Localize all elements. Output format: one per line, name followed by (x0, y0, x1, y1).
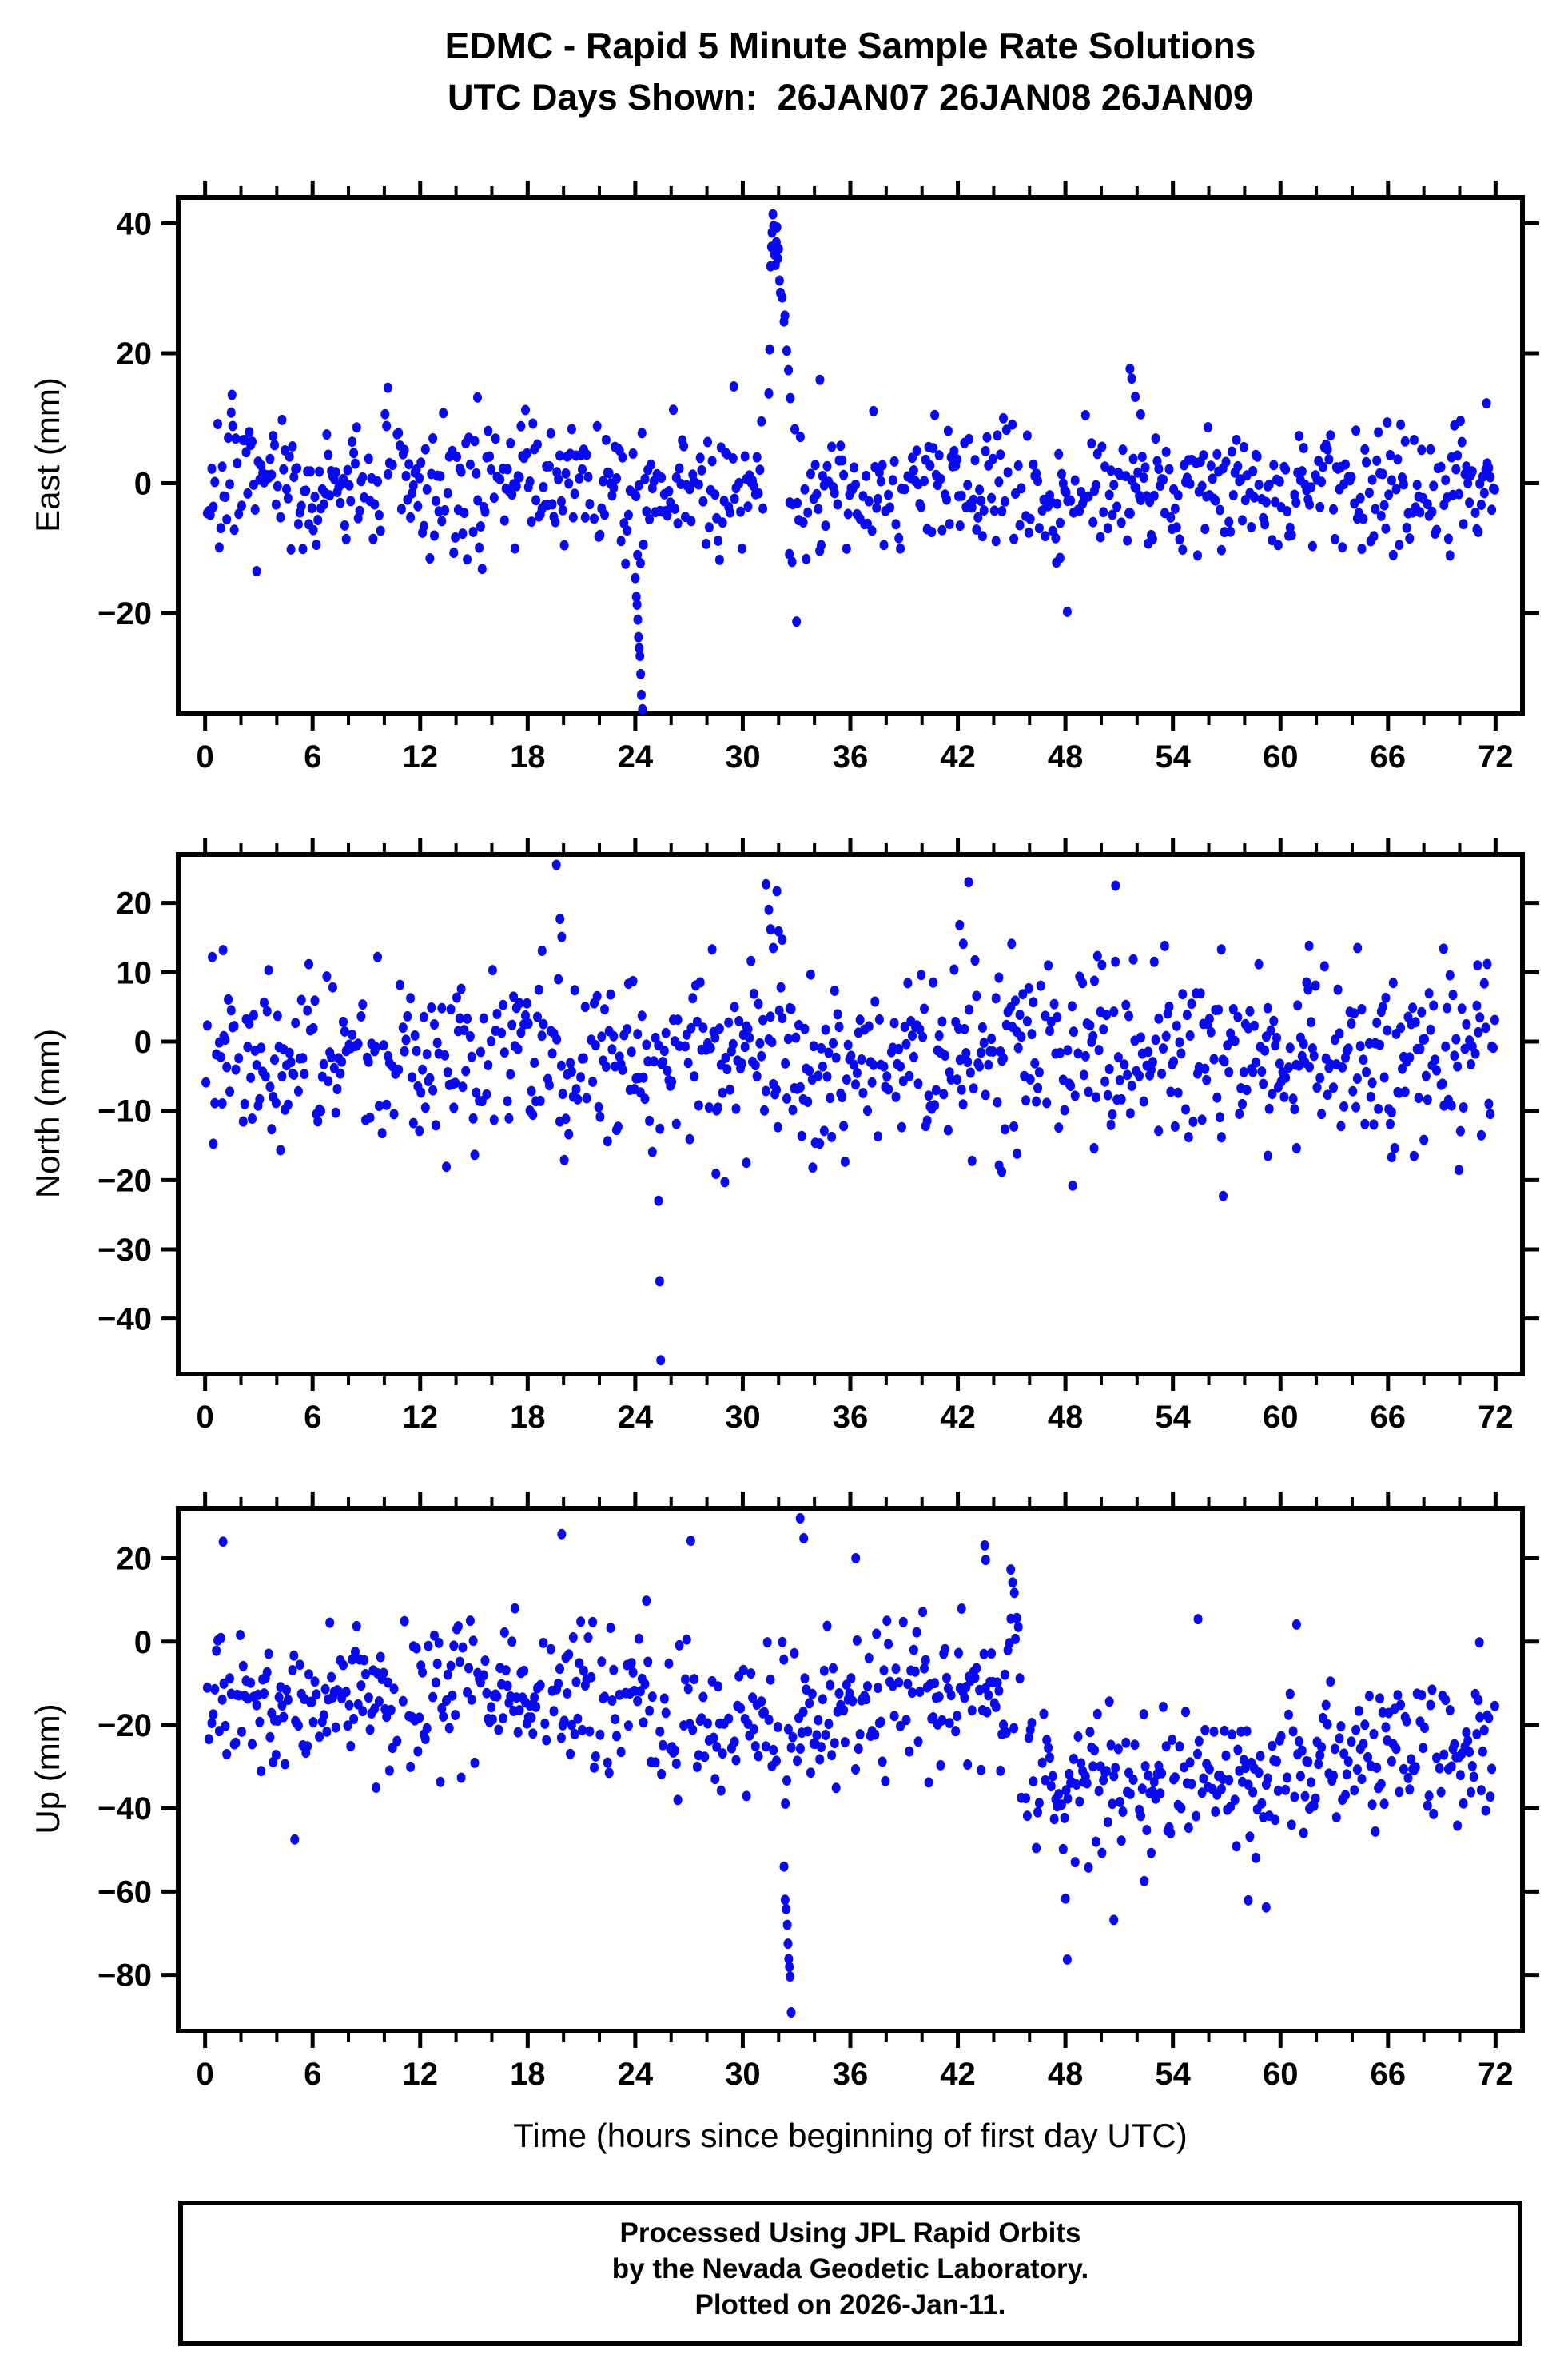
caption-line-2: by the Nevada Geodetic Laboratory. (611, 2253, 1089, 2284)
page-subtitle: UTC Days Shown: 26JAN07 26JAN08 26JAN09 (448, 77, 1253, 118)
up-axis-label: Up (mm) (29, 1703, 66, 1834)
east-x-tick-label: 30 (725, 739, 761, 775)
x-axis-label: Time (hours since beginning of first day… (513, 2117, 1188, 2154)
east-y-tick-label: −20 (98, 596, 152, 631)
east-x-tick-label: 18 (510, 739, 546, 775)
north-x-tick-label: 30 (725, 1400, 761, 1435)
up-y-tick-label: −40 (98, 1791, 152, 1826)
east-data-points (202, 209, 1499, 715)
east-panel: 0 6 12 18 24 30 36 42 48 54 60 66 72 −20 0 20 40 (98, 181, 1539, 775)
east-x-tick-label: 12 (403, 739, 439, 775)
up-y-tick-label: 0 (134, 1625, 152, 1660)
east-x-tick-label: 36 (833, 739, 869, 775)
north-x-tick-label: 60 (1263, 1400, 1299, 1435)
up-y-ticks: −80 −60 −40 −20 0 20 (98, 1542, 1539, 1994)
north-x-tick-label: 42 (940, 1400, 976, 1435)
up-y-tick-label: −60 (98, 1874, 152, 1910)
north-y-ticks: −40 −30 −20 −10 0 10 20 (98, 886, 1539, 1337)
up-x-tick-label: 54 (1155, 2057, 1191, 2092)
north-y-tick-label: −40 (98, 1302, 152, 1337)
north-x-tick-label: 54 (1155, 1400, 1191, 1435)
north-panel: 0 6 12 18 24 30 36 42 48 54 60 66 72 −40 −30 −20 −10 0 10 2… (98, 838, 1539, 1435)
caption-box: Processed Using JPL Rapid Orbits by the … (178, 2201, 1522, 2346)
east-x-tick-label: 6 (304, 739, 321, 775)
east-y-tick-label: 40 (117, 207, 153, 242)
caption-line-1: Processed Using JPL Rapid Orbits (619, 2217, 1081, 2249)
east-x-tick-label: 72 (1478, 739, 1514, 775)
east-x-tick-label: 54 (1155, 739, 1191, 775)
north-y-tick-label: 20 (117, 886, 153, 922)
east-y-ticks: −20 0 20 40 (98, 207, 1539, 631)
up-x-ticks: 0 6 12 18 24 30 36 42 48 54 60 66 72 (197, 1492, 1514, 2092)
up-x-tick-label: 18 (510, 2057, 546, 2092)
east-x-tick-label: 66 (1371, 739, 1407, 775)
up-x-tick-label: 48 (1048, 2057, 1084, 2092)
east-x-ticks: 0 6 12 18 24 30 36 42 48 54 60 66 72 (197, 181, 1514, 775)
north-y-tick-label: −30 (98, 1233, 152, 1268)
up-x-tick-label: 66 (1371, 2057, 1407, 2092)
east-axis-label: East (mm) (29, 377, 66, 532)
north-data-points (201, 859, 1499, 1366)
north-x-tick-label: 24 (618, 1400, 654, 1435)
up-x-tick-label: 0 (197, 2057, 214, 2092)
east-x-tick-label: 60 (1263, 739, 1299, 775)
east-x-tick-label: 48 (1048, 739, 1084, 775)
up-x-tick-label: 42 (940, 2057, 976, 2092)
north-x-tick-label: 66 (1371, 1400, 1407, 1435)
caption-line-3: Plotted on 2026-Jan-11. (694, 2289, 1006, 2320)
north-x-tick-label: 6 (304, 1400, 321, 1435)
north-y-tick-label: −20 (98, 1163, 152, 1198)
north-x-tick-label: 0 (197, 1400, 214, 1435)
north-y-tick-label: 0 (134, 1025, 152, 1060)
east-y-tick-label: 20 (117, 337, 153, 372)
east-x-tick-label: 24 (618, 739, 654, 775)
north-y-tick-label: 10 (117, 955, 153, 990)
north-axis-label: North (mm) (29, 1028, 66, 1199)
up-y-tick-label: −20 (98, 1708, 152, 1743)
up-panel: 0 6 12 18 24 30 36 42 48 54 60 66 72 −80 −60 −40 −20 0 20 (98, 1492, 1539, 2092)
up-x-tick-label: 60 (1263, 2057, 1299, 2092)
north-x-tick-label: 18 (510, 1400, 546, 1435)
east-y-tick-label: 0 (134, 467, 152, 502)
up-data-points (202, 1513, 1499, 2018)
north-x-tick-label: 36 (833, 1400, 869, 1435)
north-x-tick-label: 72 (1478, 1400, 1514, 1435)
north-x-tick-label: 48 (1048, 1400, 1084, 1435)
north-x-tick-label: 12 (403, 1400, 439, 1435)
north-y-tick-label: −10 (98, 1094, 152, 1129)
up-x-tick-label: 6 (304, 2057, 321, 2092)
up-y-tick-label: −80 (98, 1958, 152, 1994)
east-x-tick-label: 42 (940, 739, 976, 775)
up-x-tick-label: 24 (618, 2057, 654, 2092)
north-x-ticks: 0 6 12 18 24 30 36 42 48 54 60 66 72 (197, 838, 1514, 1435)
up-x-tick-label: 36 (833, 2057, 869, 2092)
up-y-tick-label: 20 (117, 1542, 153, 1577)
up-x-tick-label: 30 (725, 2057, 761, 2092)
up-x-tick-label: 72 (1478, 2057, 1514, 2092)
up-x-tick-label: 12 (403, 2057, 439, 2092)
east-x-tick-label: 0 (197, 739, 214, 775)
page-title: EDMC - Rapid 5 Minute Sample Rate Soluti… (444, 25, 1256, 66)
